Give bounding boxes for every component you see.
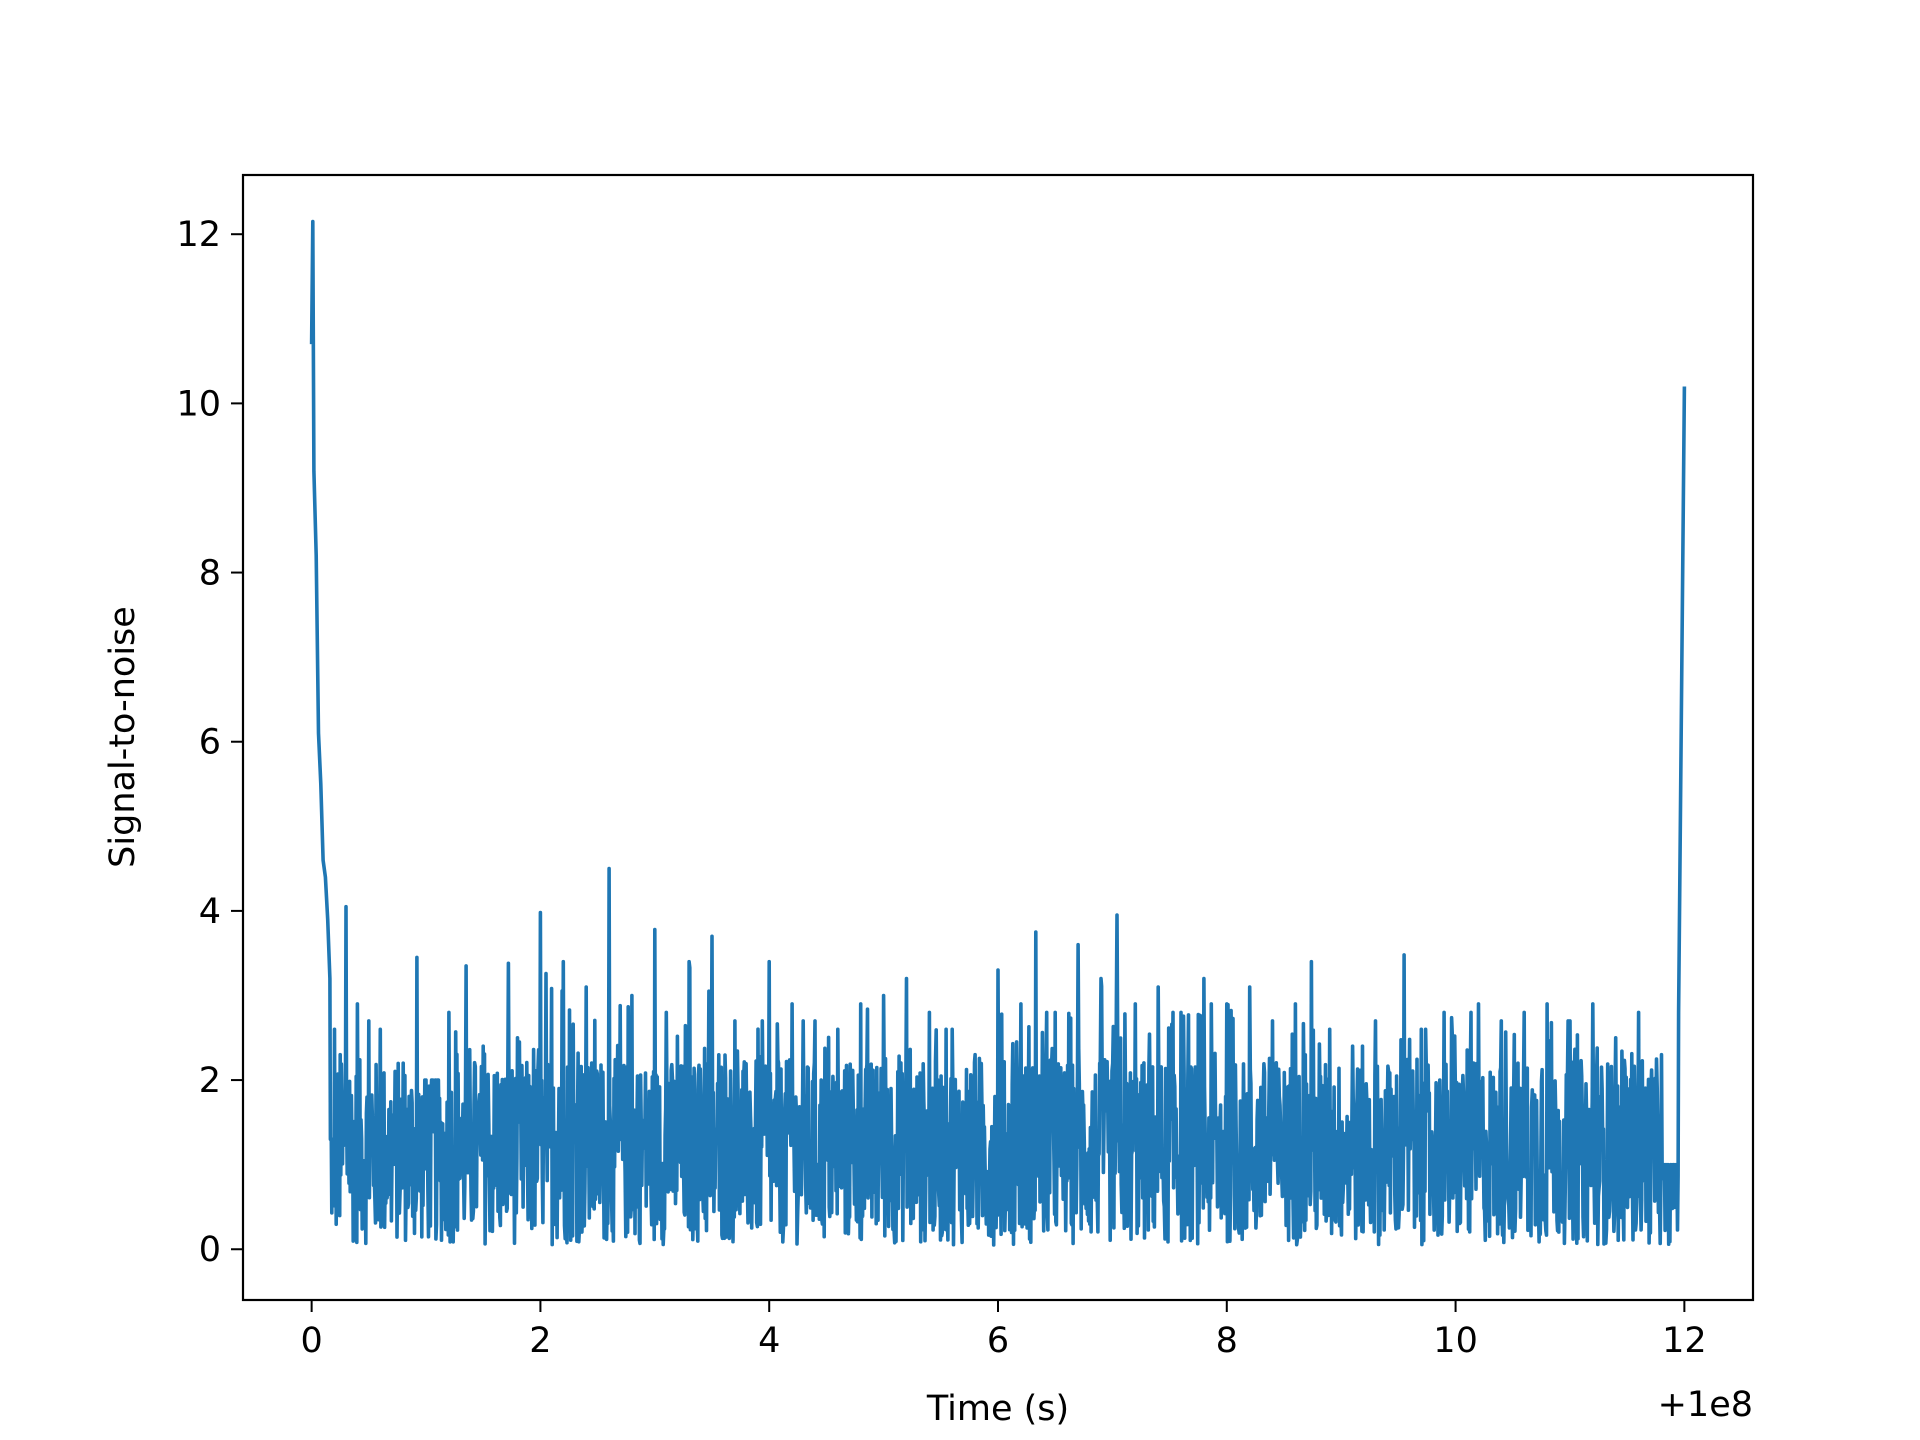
- plot-area: [309, 219, 1687, 1247]
- series-line-0: [309, 219, 1687, 1247]
- x-tick-label: 0: [300, 1321, 322, 1361]
- y-axis-ticks: 0 2 4 6 8 10 12: [176, 215, 243, 1270]
- y-axis-label: Signal-to-noise: [103, 606, 143, 868]
- y-tick-label: 2: [199, 1061, 221, 1101]
- y-tick-label: 8: [199, 554, 221, 594]
- x-axis-ticks: 0 2 4 6 8 10 12: [300, 1300, 1707, 1361]
- x-tick-label: 10: [1433, 1321, 1478, 1361]
- y-tick-label: 12: [176, 215, 221, 255]
- x-axis-label: Time (s): [926, 1389, 1069, 1429]
- y-tick-label: 0: [199, 1230, 221, 1270]
- y-tick-label: 6: [199, 723, 221, 763]
- x-tick-label: 12: [1662, 1321, 1707, 1361]
- x-tick-label: 4: [758, 1321, 780, 1361]
- y-tick-label: 4: [199, 892, 221, 932]
- x-tick-label: 2: [529, 1321, 551, 1361]
- y-tick-label: 10: [176, 384, 221, 424]
- x-axis-offset-label: +1e8: [1658, 1385, 1753, 1425]
- x-tick-label: 8: [1216, 1321, 1238, 1361]
- x-tick-label: 6: [987, 1321, 1009, 1361]
